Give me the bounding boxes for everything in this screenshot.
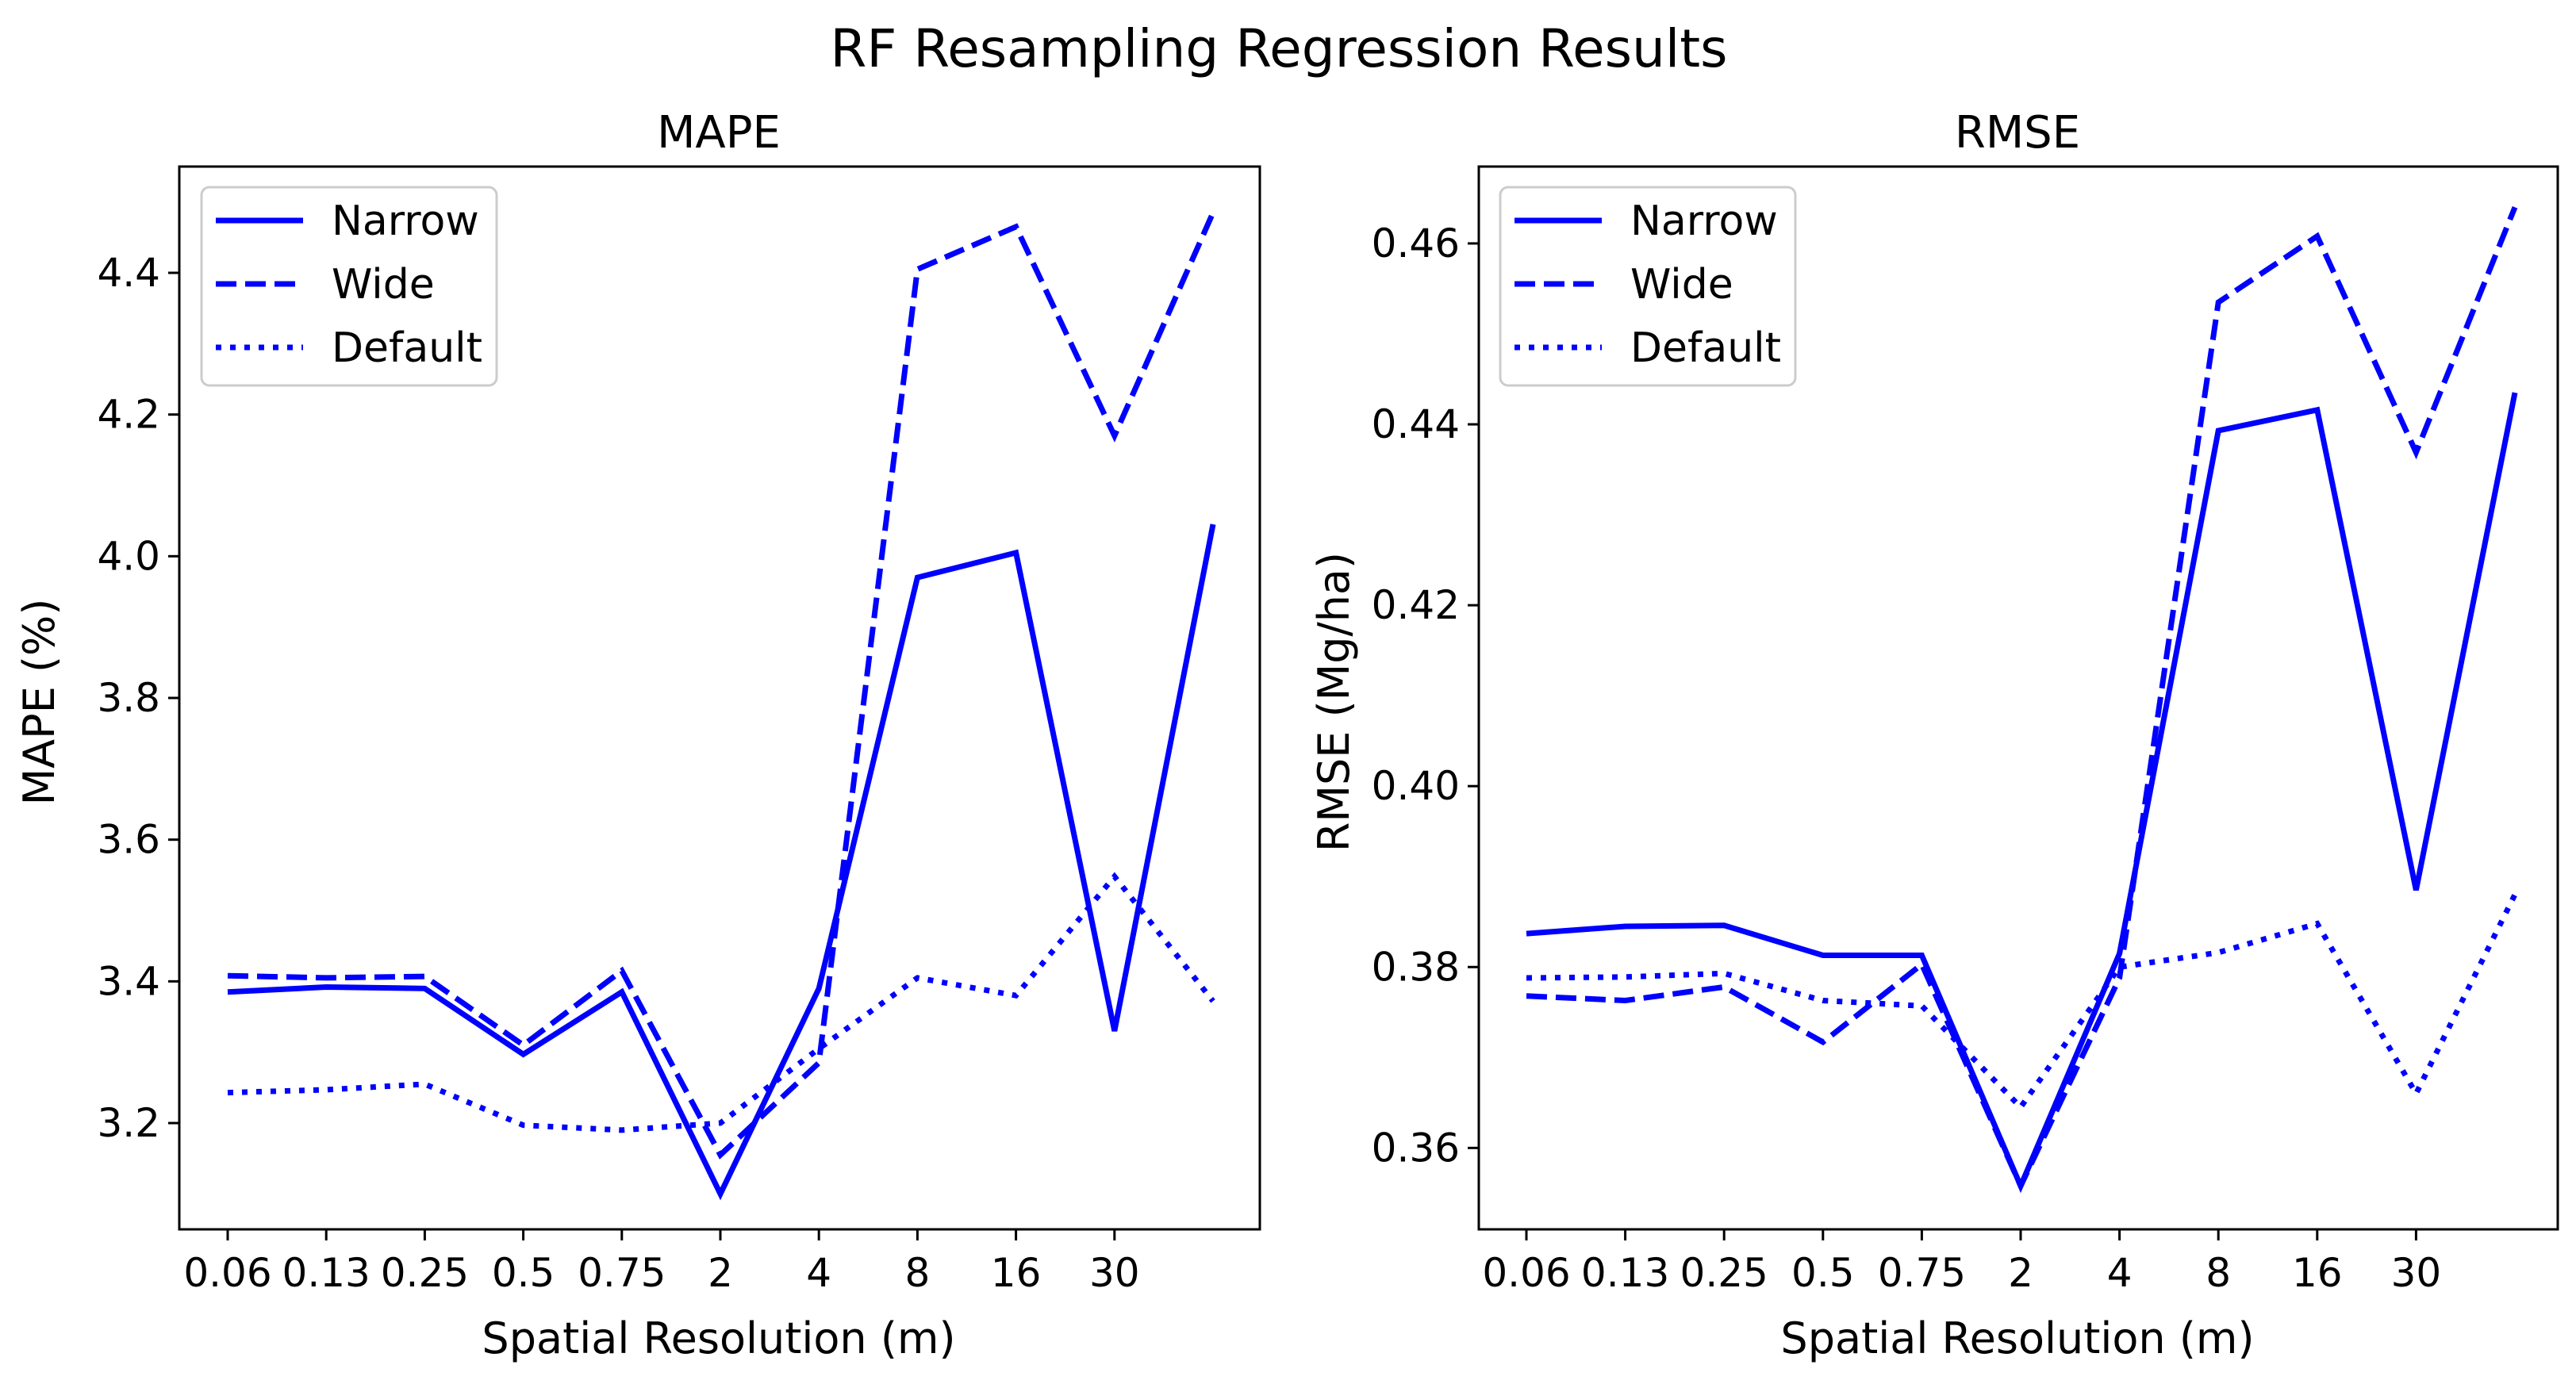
rmse-y-axis-label: RMSE (Mg/ha): [1309, 552, 1359, 852]
mape-y-tick-label: 4.0: [97, 533, 160, 579]
rmse-x-tick-label: 0.75: [1878, 1250, 1966, 1296]
rmse-x-tick-label: 0.5: [1791, 1250, 1855, 1296]
rmse-legend-box: [1499, 186, 1797, 387]
rmse-x-tick-label: 2: [2008, 1250, 2033, 1296]
rmse-x-tick-label: 0.13: [1581, 1250, 1669, 1296]
rmse-legend-label-default: Default: [1630, 324, 1781, 372]
mape-series-line-narrow: [227, 523, 1216, 1201]
rmse-x-tick-label: 30: [2391, 1250, 2442, 1296]
mape-series-line-wide: [227, 211, 1216, 1160]
mape-x-ticks: 0.06 0.13 0.25 0.5 0.75 2 4 8 16 30: [183, 1229, 1140, 1296]
rmse-legend-label-wide: Wide: [1630, 261, 1733, 309]
rmse-x-tick-label: 16: [2292, 1250, 2343, 1296]
mape-plot-frame: [178, 165, 1261, 1231]
mape-x-tick-label: 0.75: [578, 1250, 666, 1296]
mape-x-tick-label: 0.5: [492, 1250, 555, 1296]
rmse-y-tick-label: 0.46: [1372, 220, 1460, 266]
rmse-y-tick-label: 0.38: [1372, 944, 1460, 990]
mape-x-tick-label: 0.13: [282, 1250, 370, 1296]
rmse-x-ticks: 0.06 0.13 0.25 0.5 0.75 2 4 8 16 30: [1482, 1229, 2441, 1296]
rmse-chart-title: RMSE: [1955, 107, 2080, 159]
rmse-y-ticks: 0.36 0.38 0.40 0.42 0.44 0.46: [1372, 220, 1479, 1171]
mape-y-tick-label: 4.2: [97, 392, 160, 438]
rmse-legend-label-narrow: Narrow: [1630, 197, 1778, 245]
mape-x-axis-label: Spatial Resolution (m): [482, 1313, 955, 1363]
rmse-legend: Narrow Wide Default: [1499, 186, 1797, 387]
mape-y-tick-label: 4.4: [97, 250, 160, 296]
mape-y-tick-label: 3.2: [97, 1100, 160, 1146]
mape-legend: Narrow Wide Default: [200, 186, 498, 387]
rmse-x-tick-label: 0.06: [1482, 1250, 1570, 1296]
mape-x-tick-label: 30: [1089, 1250, 1140, 1296]
rmse-plot-frame: [1477, 165, 2559, 1231]
mape-y-tick-label: 3.4: [97, 958, 160, 1004]
rmse-x-tick-label: 8: [2206, 1250, 2231, 1296]
rmse-x-tick-label: 4: [2107, 1250, 2133, 1296]
mape-x-tick-label: 0.25: [381, 1250, 469, 1296]
mape-plot-lines: [227, 211, 1216, 1201]
mape-y-axis-label: MAPE (%): [14, 599, 64, 806]
rmse-y-tick-label: 0.44: [1372, 401, 1460, 447]
mape-legend-label-default: Default: [332, 324, 482, 372]
rmse-x-axis-label: Spatial Resolution (m): [1780, 1313, 2254, 1363]
mape-y-tick-label: 3.8: [97, 675, 160, 721]
mape-x-tick-label: 4: [806, 1250, 831, 1296]
rmse-chart: RMSE Spatial Resolution (m) RMSE (Mg/ha)…: [1309, 107, 2559, 1363]
rmse-series-line-wide: [1526, 205, 2518, 1193]
mape-x-tick-label: 0.06: [183, 1250, 271, 1296]
rmse-y-tick-label: 0.42: [1372, 582, 1460, 628]
mape-legend-box: [200, 186, 498, 387]
mape-legend-label-wide: Wide: [332, 261, 435, 309]
mape-series-line-default: [227, 872, 1215, 1133]
mape-x-tick-label: 2: [708, 1250, 733, 1296]
figure-title: RF Resampling Regression Results: [831, 18, 1728, 79]
rmse-x-tick-label: 0.25: [1680, 1250, 1768, 1296]
rmse-y-tick-label: 0.40: [1372, 763, 1460, 809]
mape-chart-title: MAPE: [657, 107, 781, 159]
mape-chart: MAPE Spatial Resolution (m) MAPE (%) 3.2…: [14, 107, 1261, 1363]
rmse-plot-lines: [1526, 205, 2518, 1194]
mape-x-tick-label: 16: [991, 1250, 1042, 1296]
mape-y-tick-label: 3.6: [97, 817, 160, 863]
mape-legend-label-narrow: Narrow: [332, 197, 479, 245]
rmse-y-tick-label: 0.36: [1372, 1125, 1460, 1171]
mape-x-tick-label: 8: [904, 1250, 930, 1296]
mape-y-ticks: 3.2 3.4 3.6 3.8 4.0 4.2 4.4: [97, 250, 179, 1146]
